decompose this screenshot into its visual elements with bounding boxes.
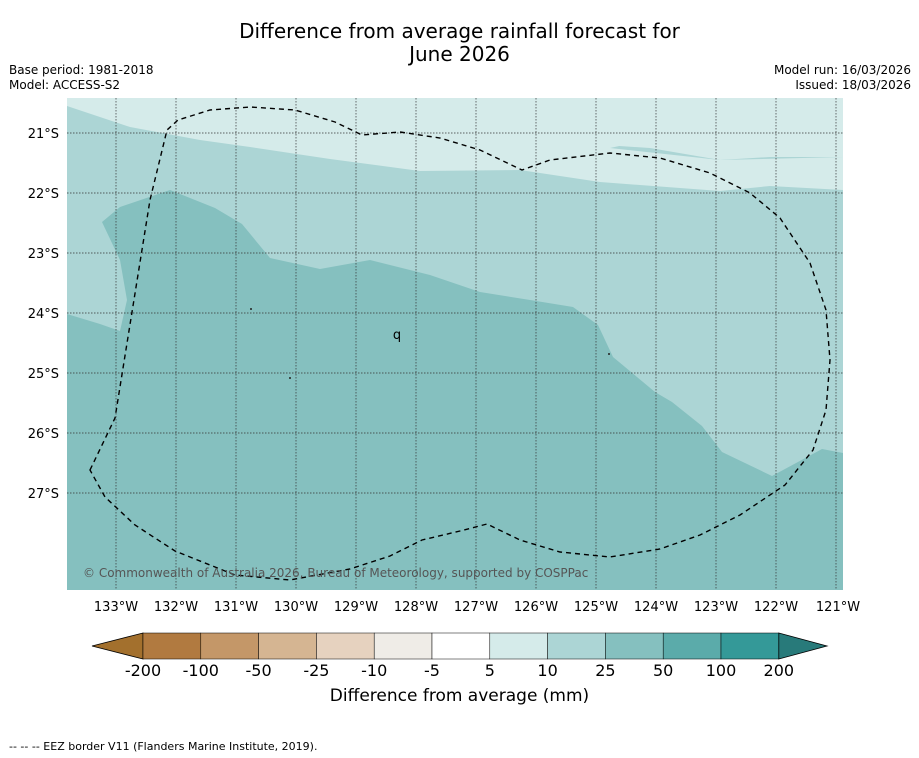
lon-label: 123°W	[694, 600, 738, 615]
colorbar-swatch	[605, 632, 664, 660]
island-dot	[289, 377, 291, 379]
lon-label: 122°W	[754, 600, 798, 615]
lat-label: 22°S	[28, 187, 59, 202]
island-label: q	[393, 328, 401, 343]
colorbar-tick-label: 5	[484, 661, 495, 680]
colorbar-tick-label: 200	[763, 661, 795, 680]
colorbar-swatch	[547, 632, 606, 660]
colorbar-tick-label: 50	[653, 661, 674, 680]
lon-label: 127°W	[454, 600, 498, 615]
lat-label: 21°S	[28, 127, 59, 142]
meta-left: Base period: 1981-2018 Model: ACCESS-S2	[9, 63, 154, 93]
colorbar-swatch	[258, 632, 317, 660]
colorbar-tick-label: -200	[124, 661, 162, 680]
copyright-text: © Commonwealth of Australia 2026, Bureau…	[83, 566, 588, 580]
colorbar-tick-label: 100	[705, 661, 737, 680]
meta-right: Model run: 16/03/2026 Issued: 18/03/2026	[774, 63, 911, 93]
lon-label: 124°W	[634, 600, 678, 615]
lon-label: 131°W	[214, 600, 258, 615]
lon-label: 128°W	[394, 600, 438, 615]
lat-label: 23°S	[28, 247, 59, 262]
colorbar-swatch	[316, 632, 375, 660]
colorbar-swatch	[662, 632, 722, 660]
lon-label: 125°W	[574, 600, 618, 615]
model-name: Model: ACCESS-S2	[9, 78, 121, 92]
lon-label: 132°W	[154, 600, 198, 615]
colorbar-tick-label: -50	[245, 661, 272, 680]
lat-label: 24°S	[28, 307, 59, 322]
island-dot	[608, 353, 610, 355]
colorbar-tick-label: 10	[537, 661, 558, 680]
colorbar-swatch	[373, 632, 433, 660]
colorbar-tick-label: -10	[361, 661, 388, 680]
title-line-2: June 2026	[409, 42, 510, 66]
map-title: Difference from average rainfall forecas…	[0, 20, 919, 66]
lon-label: 133°W	[94, 600, 138, 615]
lat-label: 27°S	[28, 487, 59, 502]
eez-border	[89, 106, 831, 581]
colorbar-swatch	[200, 632, 259, 660]
grid-lines	[67, 98, 843, 590]
lat-label: 25°S	[28, 367, 59, 382]
islands	[250, 308, 610, 379]
colorbar-extend-low	[91, 632, 144, 660]
colorbar-swatch	[142, 632, 202, 660]
island-dot	[250, 308, 252, 310]
rainfall-contours	[67, 98, 843, 590]
colorbar-swatch	[431, 632, 491, 660]
lat-label: 26°S	[28, 427, 59, 442]
lon-labels: 133°W 132°W 131°W 130°W 129°W 128°W 127°…	[94, 600, 860, 615]
colorbar-tick-label: 25	[595, 661, 616, 680]
colorbar-swatch	[489, 632, 548, 660]
colorbar-title: Difference from average (mm)	[329, 686, 590, 706]
colorbar-tick-label: -100	[182, 661, 219, 680]
band-25-50-lower	[67, 570, 180, 590]
lon-label: 130°W	[274, 600, 318, 615]
colorbar-tick-label: -25	[303, 661, 330, 680]
lat-labels: 21°S 22°S 23°S 24°S 25°S 26°S 27°S	[28, 127, 59, 502]
issued-date: Issued: 18/03/2026	[795, 78, 911, 92]
lon-label: 121°W	[816, 600, 860, 615]
base-period: Base period: 1981-2018	[9, 63, 154, 77]
colorbar-extend-high	[778, 632, 829, 660]
lon-label: 126°W	[514, 600, 558, 615]
colorbar-swatch	[720, 632, 780, 660]
colorbar-tick-label: -5	[424, 661, 440, 680]
lon-label: 129°W	[334, 600, 378, 615]
model-run: Model run: 16/03/2026	[773, 63, 911, 77]
title-line-1: Difference from average rainfall forecas…	[239, 19, 680, 43]
band-5-10-right	[67, 98, 843, 191]
colorbar	[91, 632, 829, 660]
eez-footnote: -- -- -- EEZ border V11 (Flanders Marine…	[9, 740, 318, 753]
band-25-50	[67, 190, 843, 590]
